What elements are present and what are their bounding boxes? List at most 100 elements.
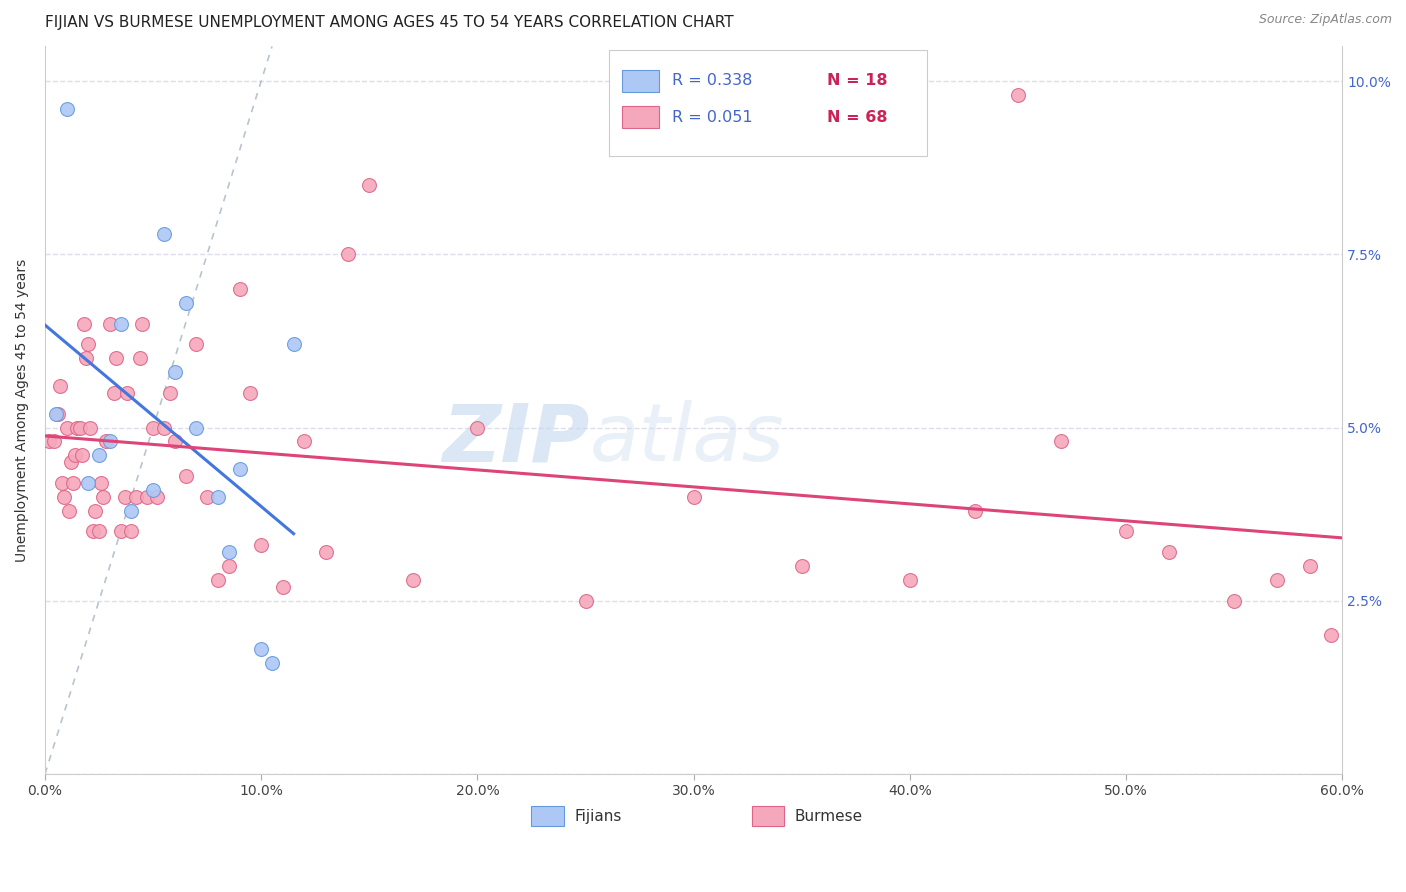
Point [207,490,229,504]
Point [53,490,76,504]
Point [65,448,87,462]
Point [142,483,165,497]
Point [153,420,176,434]
Point [336,247,359,261]
Point [125,490,148,504]
Point [131,317,153,331]
Point [207,573,229,587]
Point [55,420,77,434]
FancyBboxPatch shape [623,70,658,92]
Point [93,490,115,504]
Point [77,475,100,490]
Point [51,475,73,490]
Point [82,524,104,539]
Point [186,420,208,434]
Text: N = 68: N = 68 [827,110,887,125]
Point [228,282,250,296]
Point [46,407,69,421]
Point [898,573,921,587]
Point [1159,545,1181,559]
Point [250,642,273,657]
Point [129,351,152,366]
Text: Burmese: Burmese [794,809,863,823]
Point [98,317,121,331]
Text: R = 0.338: R = 0.338 [672,73,752,88]
Text: R = 0.051: R = 0.051 [672,110,752,125]
Point [69,420,91,434]
Point [105,351,128,366]
Point [146,490,169,504]
Point [110,524,132,539]
FancyBboxPatch shape [623,106,658,128]
Point [159,385,181,400]
Point [174,469,197,483]
Point [195,490,218,504]
Point [115,385,138,400]
Text: N = 18: N = 18 [827,73,887,88]
Point [135,490,157,504]
Point [1115,524,1137,539]
Point [218,545,240,559]
Point [62,475,84,490]
Point [79,420,101,434]
Point [186,337,208,351]
Point [49,379,72,393]
Point [163,434,186,449]
Point [228,462,250,476]
Y-axis label: Unemployment Among Ages 45 to 54 years: Unemployment Among Ages 45 to 54 years [15,259,30,562]
Text: Source: ZipAtlas.com: Source: ZipAtlas.com [1258,13,1392,27]
Point [163,365,186,379]
Point [682,490,704,504]
Point [142,420,165,434]
Point [1299,559,1322,574]
Point [94,434,117,449]
Point [42,434,65,449]
Point [114,490,136,504]
FancyBboxPatch shape [609,50,927,155]
Point [110,317,132,331]
Point [1050,434,1073,449]
Point [250,538,273,552]
Point [574,594,596,608]
Point [87,448,110,462]
Text: atlas: atlas [591,401,785,478]
Point [55,102,77,116]
Point [153,227,176,241]
Point [38,434,60,449]
Point [77,337,100,351]
Point [66,420,89,434]
Point [963,504,986,518]
Point [59,455,82,469]
Point [83,504,105,518]
Point [103,385,125,400]
Point [271,580,294,594]
Point [174,295,197,310]
FancyBboxPatch shape [752,806,785,826]
Point [75,351,97,366]
Point [467,420,489,434]
Point [58,504,80,518]
Point [283,337,305,351]
Point [218,559,240,574]
Point [45,407,67,421]
Text: FIJIAN VS BURMESE UNEMPLOYMENT AMONG AGES 45 TO 54 YEARS CORRELATION CHART: FIJIAN VS BURMESE UNEMPLOYMENT AMONG AGE… [45,15,734,30]
Point [294,434,316,449]
Point [1007,87,1029,102]
Point [239,385,262,400]
Text: ZIP: ZIP [443,401,591,478]
Point [120,504,142,518]
Point [315,545,337,559]
Point [790,559,813,574]
Point [87,524,110,539]
Point [359,178,381,192]
Point [260,656,283,670]
Point [70,448,93,462]
Point [1320,628,1343,642]
Point [401,573,423,587]
Point [1267,573,1289,587]
Point [98,434,121,449]
Text: Fijians: Fijians [574,809,621,823]
Point [73,317,96,331]
Point [120,524,142,539]
Point [90,475,112,490]
